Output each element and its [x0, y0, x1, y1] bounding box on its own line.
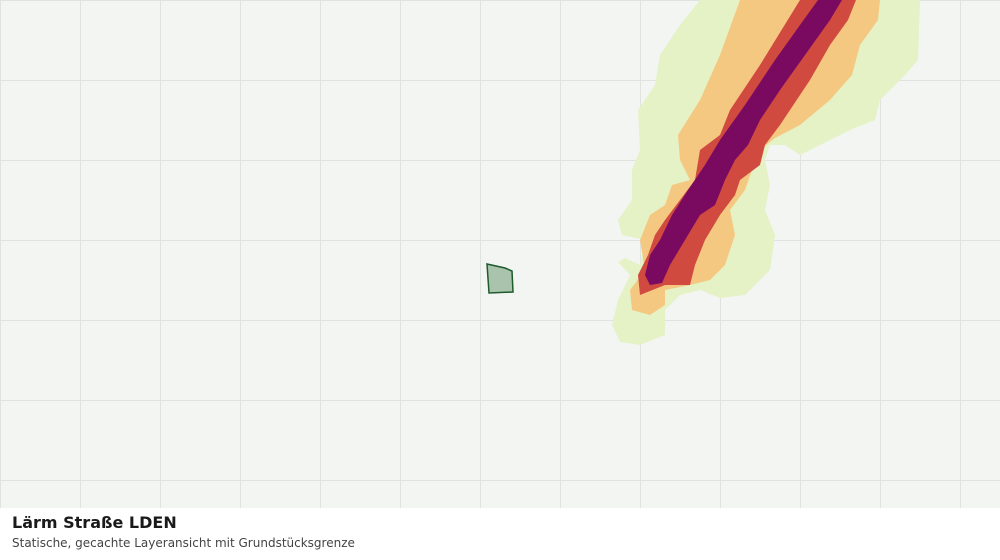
map — [0, 0, 1000, 508]
caption: Lärm Straße LDEN Statische, gecachte Lay… — [12, 512, 992, 552]
layer-subtitle: Statische, gecachte Layeransicht mit Gru… — [12, 536, 355, 550]
layer-title: Lärm Straße LDEN — [12, 513, 177, 532]
parcel-boundary — [486, 263, 514, 294]
noise-zone-very-high — [645, 0, 842, 285]
